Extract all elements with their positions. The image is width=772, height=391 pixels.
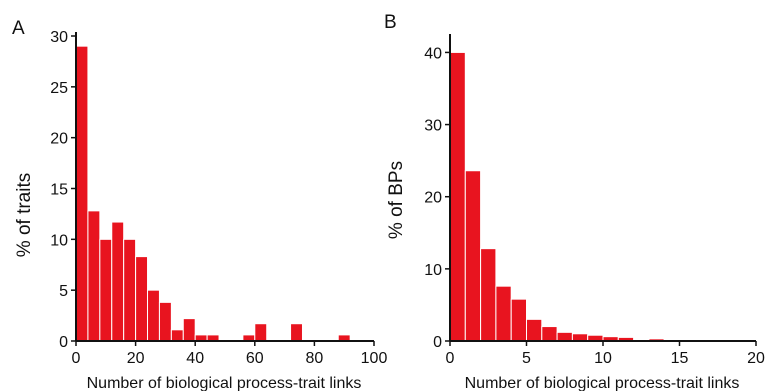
panel-b-x-axis-label: Number of biological process-trait links [465,375,740,391]
panel-a-x-tick-label: 80 [306,350,324,367]
panel-a-ticks: 0 5 10 15 20 25 30 0 20 40 60 80 100 [50,29,387,367]
panel-b-letter: B [384,12,397,33]
panel-a-x-tick-label: 60 [246,350,264,367]
panel-b-y-tick-label: 10 [424,262,442,279]
panel-b-ticks: 0 10 20 30 40 0 5 10 15 20 [424,45,765,367]
panel-a-y-tick-label: 20 [50,131,68,148]
panel-a-bar [75,45,89,342]
panel-a-bar [87,210,101,342]
panel-b-y-tick-label: 20 [424,190,442,207]
panel-a-y-tick-label: 30 [50,29,68,46]
panel-a-y-tick-label: 25 [50,80,68,97]
panel-b-bar [510,298,528,342]
panel-a-x-tick-label: 40 [186,350,204,367]
panel-b-bar [495,285,512,342]
panel-b-bar [556,331,573,342]
panel-a-bar [254,323,268,342]
panel-b-histogram: B % of BPs Number of biological process-… [384,12,765,391]
panel-a-bar [158,301,172,342]
panel-a-bar [147,289,160,342]
panel-a-x-axis-label: Number of biological process-trait links [87,375,362,391]
panel-b-x-tick-label: 0 [446,350,455,367]
panel-a-x-tick-label: 0 [72,350,81,367]
panel-a-letter: A [12,18,25,39]
panel-b-x-tick-label: 15 [671,350,689,367]
panel-a-bar [182,318,196,342]
panel-b-bars [449,51,726,342]
panel-b-x-tick-label: 20 [747,350,765,367]
panel-a-bar [135,256,149,342]
panel-b-bar [449,51,466,342]
panel-b-x-tick-label: 5 [522,350,531,367]
panel-a-y-tick-label: 15 [50,182,68,199]
panel-a-bar [123,238,137,342]
panel-b-bar [571,333,589,342]
panel-b-y-tick-label: 30 [424,118,442,135]
panel-a-y-tick-label: 0 [59,334,68,351]
panel-a-bars [75,45,351,342]
panel-a-histogram: A % of traits Number of biological proce… [12,18,387,391]
panel-a-y-axis-label: % of traits [14,173,35,257]
panel-a-y-tick-label: 5 [59,283,68,300]
panel-a-y-tick-label: 10 [50,232,68,249]
panel-a-x-tick-label: 100 [361,350,388,367]
panel-b-bar [480,248,497,342]
panel-a-bar [170,329,184,342]
panel-a-x-tick-label: 20 [127,350,145,367]
panel-a-bar [99,238,113,342]
panel-a-bar [290,323,303,342]
panel-b-bar [526,318,543,342]
panel-b-x-tick-label: 10 [594,350,612,367]
panel-b-bar [464,170,482,342]
panel-b-bar [541,326,558,342]
panel-b-y-tick-label: 0 [433,334,442,351]
panel-b-y-tick-label: 40 [424,45,442,62]
panel-b-y-axis-label: % of BPs [386,161,407,239]
panel-a-bar [111,221,125,342]
